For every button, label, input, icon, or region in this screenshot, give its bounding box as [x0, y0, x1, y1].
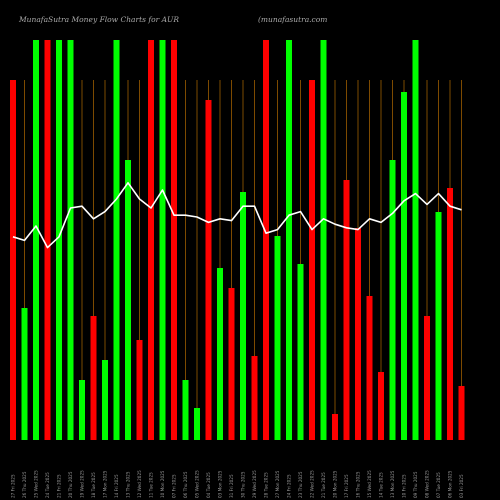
- x-tick-label: 14 Tue 2025: [379, 472, 384, 498]
- bar: [309, 80, 315, 440]
- x-tick-label: 07 Tue 2025: [436, 472, 441, 498]
- bar: [136, 340, 143, 440]
- bar: [332, 414, 338, 440]
- x-tick-label: 20 Thu 2025: [68, 471, 73, 498]
- bar: [251, 356, 258, 440]
- x-tick-label: 17 Fri 2025: [344, 474, 349, 498]
- bar: [435, 212, 442, 440]
- x-tick-label: 09 Thu 2025: [413, 471, 418, 498]
- x-tick-label: 13 Thu 2025: [126, 471, 131, 498]
- bar: [447, 188, 453, 440]
- bar: [297, 264, 304, 440]
- x-tick-label: 24 Tue 2025: [45, 472, 50, 498]
- x-tick-label: 25 Wed 2025: [34, 470, 39, 498]
- x-tick-label: 16 Thu 2025: [356, 471, 361, 498]
- x-tick-label: 28 Tue 2025: [264, 472, 269, 498]
- bar: [378, 372, 384, 440]
- bar: [125, 160, 131, 440]
- x-tick-label: 04 Tue 2025: [206, 472, 211, 498]
- x-tick-label: 06 Thu 2025: [183, 471, 188, 498]
- x-tick-label: 21 Tue 2025: [321, 472, 326, 498]
- bar: [263, 40, 269, 440]
- bar: [194, 408, 200, 440]
- bar: [286, 40, 292, 440]
- bar: [21, 308, 28, 440]
- x-tick-label: 13 Mon 2025: [390, 470, 395, 498]
- x-tick-label: 15 Wed 2025: [367, 470, 372, 498]
- x-tick-label: 10 Mon 2025: [160, 470, 165, 498]
- x-axis-tick-labels: 27 Fri 2025 26 Thu 2025 25 Wed 2025 24 Tue …: [11, 470, 465, 498]
- bar: [171, 40, 177, 440]
- bar: [424, 316, 430, 440]
- bar: [401, 92, 407, 440]
- bar: [389, 160, 396, 440]
- x-tick-label: 07 Fri 2025: [172, 474, 177, 498]
- x-tick-label: 06 Mon 2025: [448, 470, 453, 498]
- x-tick-label: 14 Fri 2025: [114, 474, 119, 498]
- bar: [44, 40, 51, 440]
- bar: [56, 40, 62, 440]
- bar: [274, 236, 281, 440]
- x-tick-label: 20 Mon 2025: [333, 470, 338, 498]
- x-tick-label: 24 Fri 2025: [287, 474, 292, 498]
- x-tick-label: 22 Wed 2025: [310, 470, 315, 498]
- x-tick-label: 27 Fri 2025: [11, 474, 16, 498]
- money-flow-line-layer: [12, 182, 462, 249]
- x-tick-label: 10 Fri 2025: [402, 474, 407, 498]
- bar: [320, 40, 327, 440]
- x-tick-label: 17 Mon 2025: [103, 470, 108, 498]
- x-tick-label: 23 Thu 2025: [298, 471, 303, 498]
- bar: [217, 268, 223, 440]
- x-tick-label: 31 Fri 2025: [229, 474, 234, 498]
- bar: [458, 386, 465, 440]
- bar: [113, 40, 120, 440]
- bar: [355, 228, 361, 440]
- bar: [159, 40, 166, 440]
- watermark-text: (munafasutra.com: [258, 15, 327, 24]
- bars: [10, 40, 465, 440]
- x-tick-label: 03 Mon 2025: [218, 470, 223, 498]
- x-tick-label: 27 Mon 2025: [275, 470, 280, 498]
- x-tick-label: 19 Wed 2025: [80, 470, 85, 498]
- bar: [366, 296, 373, 440]
- bar: [102, 360, 108, 440]
- bar: [67, 40, 74, 440]
- bar: [343, 180, 350, 440]
- x-tick-label: 05 Wed 2025: [195, 470, 200, 498]
- money-flow-line: [12, 182, 462, 249]
- x-tick-label: 30 Thu 2025: [241, 471, 246, 498]
- x-tick-label: 11 Tue 2025: [149, 472, 154, 498]
- bar: [228, 288, 235, 440]
- x-tick-label: 12 Wed 2025: [137, 470, 142, 498]
- x-tick-label: 26 Thu 2025: [22, 471, 27, 498]
- bar: [148, 40, 154, 440]
- x-tick-label: 18 Tue 2025: [91, 472, 96, 498]
- bar: [33, 40, 39, 440]
- bar: [205, 100, 212, 440]
- chart-title: MunafaSutra Money Flow Charts for AUR: [18, 15, 179, 24]
- bar: [79, 380, 85, 440]
- bar: [240, 192, 246, 440]
- x-tick-label: 08 Wed 2025: [425, 470, 430, 498]
- x-tick-label: 29 Wed 2025: [252, 470, 257, 498]
- bar: [412, 40, 419, 440]
- bar: [10, 80, 16, 440]
- x-tick-label: 03 Fri 2025: [459, 474, 464, 498]
- bar: [90, 316, 97, 440]
- x-tick-label: 21 Fri 2025: [57, 474, 62, 498]
- bar: [182, 380, 189, 440]
